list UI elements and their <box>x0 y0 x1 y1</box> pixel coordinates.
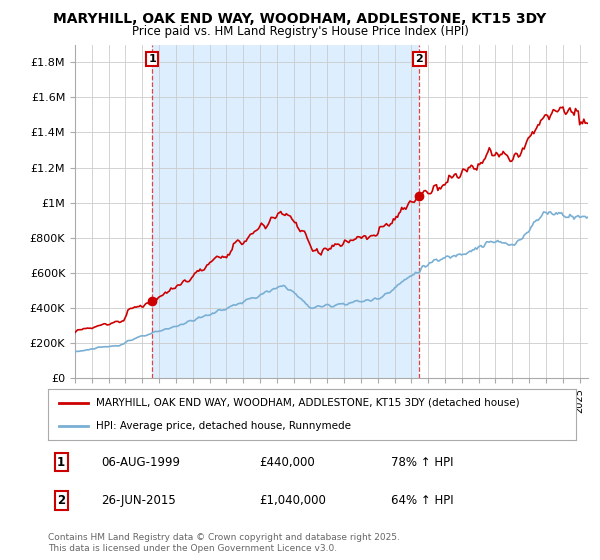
Text: 78% ↑ HPI: 78% ↑ HPI <box>391 456 454 469</box>
Text: 26-JUN-2015: 26-JUN-2015 <box>101 494 176 507</box>
Text: 2: 2 <box>57 494 65 507</box>
Text: 1: 1 <box>148 54 156 64</box>
Bar <box>152 45 419 378</box>
Text: £440,000: £440,000 <box>259 456 315 469</box>
Text: MARYHILL, OAK END WAY, WOODHAM, ADDLESTONE, KT15 3DY: MARYHILL, OAK END WAY, WOODHAM, ADDLESTO… <box>53 12 547 26</box>
Text: 06-AUG-1999: 06-AUG-1999 <box>101 456 180 469</box>
Text: 2: 2 <box>416 54 424 64</box>
Text: MARYHILL, OAK END WAY, WOODHAM, ADDLESTONE, KT15 3DY (detached house): MARYHILL, OAK END WAY, WOODHAM, ADDLESTO… <box>95 398 519 408</box>
Text: 64% ↑ HPI: 64% ↑ HPI <box>391 494 454 507</box>
Text: £1,040,000: £1,040,000 <box>259 494 326 507</box>
Text: 1: 1 <box>57 456 65 469</box>
Text: HPI: Average price, detached house, Runnymede: HPI: Average price, detached house, Runn… <box>95 421 350 431</box>
Text: Contains HM Land Registry data © Crown copyright and database right 2025.
This d: Contains HM Land Registry data © Crown c… <box>48 533 400 553</box>
Text: Price paid vs. HM Land Registry's House Price Index (HPI): Price paid vs. HM Land Registry's House … <box>131 25 469 38</box>
